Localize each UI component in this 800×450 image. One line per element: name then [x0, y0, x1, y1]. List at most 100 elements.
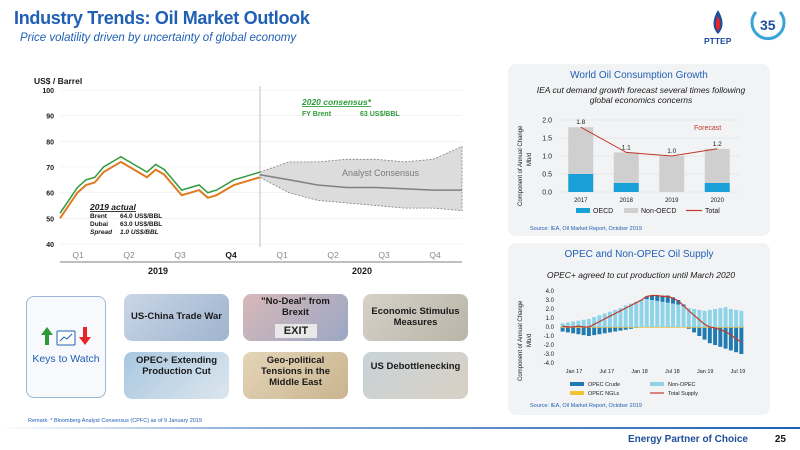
remark-text: Remark: * Bloomberg Analyst Consensus (C…	[28, 418, 202, 424]
bar-non-opec	[634, 301, 639, 327]
page-title: Industry Trends: Oil Market Outlook	[14, 8, 310, 28]
y-tick-label: 80	[46, 139, 54, 146]
bar-opec-crude	[686, 327, 691, 329]
brent-price-line	[59, 155, 261, 214]
total-label: 1.2	[713, 141, 722, 148]
bar-non-opec	[581, 319, 586, 327]
consumption-y-tick: 2.0	[542, 118, 552, 125]
bar-opec-ngls	[618, 327, 623, 328]
footer-tagline: Energy Partner of Choice	[627, 434, 748, 445]
bar-opec-crude	[660, 295, 665, 302]
bar-non-oecd	[568, 127, 594, 174]
bar-non-opec	[607, 311, 612, 327]
supply-legend: OPEC Crude Non-OPEC OPEC NGLs Total Supp…	[570, 382, 698, 397]
bar-non-oecd	[613, 152, 639, 183]
quarter-label: Q2	[327, 250, 339, 260]
y-tick-labels: 40 50 60 70 80 90 100	[42, 88, 54, 249]
bar-opec-crude	[692, 327, 697, 333]
quarter-label: Q4	[429, 250, 441, 260]
supply-x-tick: Jan 19	[697, 369, 714, 375]
bar-opec-ngls	[697, 327, 702, 328]
bar-non-opec	[629, 303, 633, 327]
bar-opec-crude	[592, 327, 597, 336]
supply-bars	[560, 295, 744, 354]
bar-opec-crude	[644, 296, 649, 300]
tile-opec-cut: OPEC+ Extending Production Cut	[124, 352, 229, 399]
y-tick-label: 50	[46, 216, 54, 223]
dubai-price-line	[59, 160, 261, 219]
supply-x-tick: Jul 18	[665, 369, 680, 375]
bar-non-opec	[676, 304, 681, 327]
bar-opec-ngls	[702, 327, 707, 328]
legend-total: Total	[705, 208, 720, 215]
tile-debottleneck: US Debottlenecking	[363, 352, 468, 399]
consumption-ylabel: Component of Annual Change	[518, 125, 524, 206]
page-subtitle: Price volatility driven by uncertainty o…	[20, 32, 297, 44]
bar-non-opec	[713, 309, 718, 327]
bar-opec-ngls	[639, 327, 644, 328]
supply-y-tick: 2.0	[546, 307, 555, 313]
quarter-label: Q3	[174, 250, 186, 260]
page-number: 25	[774, 434, 786, 445]
y-tick-label: 100	[42, 88, 54, 95]
bar-opec-crude	[728, 327, 733, 351]
actual-row-value: 1.0 US$/BBL	[120, 229, 159, 236]
bar-opec-ngls	[686, 327, 691, 328]
bar-opec-ngls	[718, 327, 723, 328]
bar-non-opec	[707, 309, 712, 327]
bar-non-opec	[644, 299, 649, 327]
year-label-2020: 2020	[352, 266, 372, 276]
bar-opec-ngls	[660, 327, 665, 328]
bar-non-opec	[576, 320, 581, 327]
analyst-consensus-label: Analyst Consensus	[342, 168, 420, 178]
footer-divider	[0, 427, 800, 429]
consensus-item: FY Brent	[302, 111, 332, 118]
bar-non-oecd	[659, 156, 685, 192]
supply-panel: OPEC and Non-OPEC Oil Supply OPEC+ agree…	[508, 243, 770, 415]
bar-opec-ngls	[655, 327, 660, 328]
consumption-x-tick: 2017	[574, 198, 588, 204]
supply-y-tick: -1.0	[544, 334, 555, 340]
bar-non-opec	[571, 321, 576, 327]
bar-opec-crude	[560, 327, 565, 332]
tile-brexit: "No-Deal" from Brexit EXIT	[243, 294, 348, 341]
supply-x-tick: Jul 17	[599, 369, 614, 375]
supply-chart: Component of Annual Change Mb/d 4.0 3.0 2.…	[518, 289, 746, 397]
bar-opec-crude	[565, 327, 570, 333]
pttep-logo: 35	[713, 10, 786, 41]
bar-opec-ngls	[676, 327, 681, 328]
bar-non-opec	[586, 318, 591, 327]
logo-text: PTTEP	[704, 36, 732, 46]
bar-opec-ngls	[607, 327, 612, 328]
bar-non-oecd	[704, 148, 730, 183]
consumption-x-ticks: 2017 2018 2019 2020	[574, 198, 725, 204]
svg-text:35: 35	[760, 17, 776, 33]
tile-opec-cut-label: OPEC+ Extending Production Cut	[135, 355, 218, 377]
total-label: 1.8	[576, 119, 585, 126]
y-tick-label: 70	[46, 165, 54, 172]
bar-non-opec	[660, 301, 665, 327]
bar-non-opec	[665, 302, 670, 327]
legend-oecd: OECD	[593, 208, 613, 215]
bar-non-opec	[618, 308, 623, 327]
forecast-mid-line	[259, 173, 462, 191]
actual-row-name: Dubai	[90, 221, 108, 228]
bar-opec-ngls	[692, 327, 697, 328]
y-tick-label: 90	[46, 114, 54, 121]
bar-opec-crude	[665, 295, 670, 303]
bar-opec-crude	[613, 327, 618, 332]
total-label: 1.0	[667, 148, 676, 155]
actual-row-value: 64.0 US$/BBL	[120, 213, 162, 220]
supply-x-tick: Jul 19	[731, 369, 746, 375]
bar-opec-ngls	[734, 327, 739, 328]
bar-non-opec	[739, 310, 744, 327]
keys-to-watch-label: Keys to Watch	[32, 353, 100, 365]
bar-opec-crude	[655, 295, 660, 301]
supply-y-tick: 3.0	[546, 298, 555, 304]
bar-opec-ngls	[681, 327, 686, 328]
bar-non-opec	[692, 309, 697, 327]
bar-non-opec	[681, 306, 686, 327]
bar-opec-crude	[629, 327, 633, 329]
bar-opec-ngls	[671, 327, 675, 328]
supply-yunit: Mb/d	[527, 334, 533, 347]
